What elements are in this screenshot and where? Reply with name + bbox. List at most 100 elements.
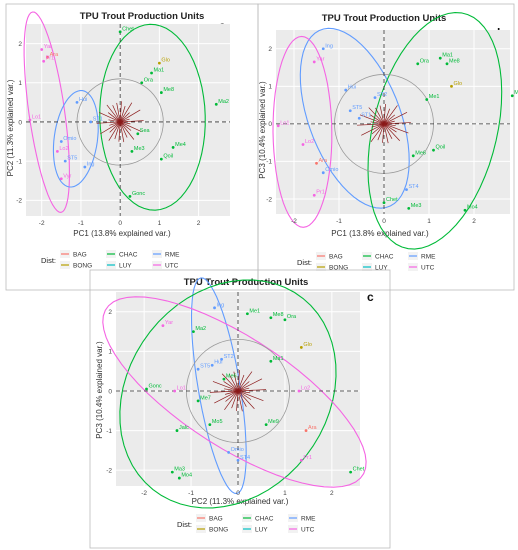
panel-b-legend-title: Dist:	[297, 258, 312, 267]
panel-c-legend-title: Dist:	[177, 520, 192, 529]
panel-c-ytick-label: 1	[108, 349, 112, 356]
panel-b-point-label: Ora	[420, 58, 430, 64]
panel-a-point-label: Lo2	[59, 146, 68, 152]
panel-c-point-label: Ora	[287, 314, 297, 320]
panel-c-point	[269, 359, 273, 363]
panel-c-legend-label-bag: BAG	[209, 516, 223, 523]
panel-c-loading-arrow	[237, 374, 245, 392]
panel-c-ellipse-utc	[102, 296, 367, 488]
panel-c-loading-arrow	[209, 390, 239, 393]
panel-a-point-label: Pr1	[46, 56, 55, 62]
panel-c-loading-arrow	[228, 373, 239, 392]
panel-a-legend-label-rme: RME	[165, 252, 180, 259]
panel-b-point-label: Ma2	[514, 90, 518, 96]
panel-c-point-label: Mo5	[212, 419, 223, 425]
panel-c-point	[173, 389, 177, 393]
panel-b-point	[445, 62, 449, 66]
panel-a-loading-arrow	[109, 121, 121, 126]
panel-c-loading-arrow	[212, 381, 239, 392]
panel-c-legend-label-luy: LUY	[255, 527, 268, 534]
panel-a-legend-label-bong: BONG	[73, 263, 92, 270]
panel-c-legend: Dist: BAG BONG CHAC LUY RME UTC	[177, 514, 316, 534]
panel-c-loading-arrow	[237, 389, 267, 392]
panel-c-point-label: Glo	[303, 342, 312, 348]
panel-a: TPU Trout Production Units a PC1 (13.8% …	[5, 3, 259, 291]
panel-b-title: TPU Trout Production Units	[322, 13, 447, 24]
panel-b-loading-arrow	[371, 123, 385, 128]
panel-b-point-label: ST4	[409, 184, 419, 190]
panel-c-ylabel: PC3 (10.4% explained var.)	[95, 341, 104, 439]
panel-a-loading-arrow	[119, 109, 141, 123]
panel-b-point-label: Pr1	[316, 190, 325, 196]
panel-a-point	[140, 81, 144, 85]
panel-a-ellipse-utc	[23, 11, 70, 213]
panel-c-loading-arrow	[214, 390, 239, 404]
panel-c-point-label: Jalc	[179, 425, 189, 431]
panel-a-loading-arrow	[114, 121, 121, 140]
panel-b-xtick-label: 1	[427, 218, 431, 225]
panel-a-point-label: Ma1	[154, 67, 165, 73]
panel-b-point-label: Me3	[411, 203, 422, 209]
panel-c-xtick-label: -1	[188, 490, 194, 497]
panel-c-point-label: Me9	[268, 419, 279, 425]
panel-c-point-label: ST2	[224, 354, 234, 360]
panel-c-xtick-label: 1	[283, 490, 287, 497]
panel-b-ytick-label: -1	[266, 159, 272, 166]
panel-a-ellipse-rme	[52, 90, 99, 188]
panel-a-point-label: Ma2	[218, 99, 229, 105]
panel-b-point-label: ST1	[361, 113, 371, 119]
panel-b-point-label: Me1	[429, 94, 440, 100]
panel-b-point	[432, 148, 435, 152]
panel-b-point	[301, 143, 305, 146]
panel-b-xlabel: PC1 (13.8% explained var.)	[331, 229, 429, 238]
panel-c-point	[220, 357, 223, 361]
panel-c-loading-arrow	[237, 390, 243, 412]
panel-c-loading-arrow	[237, 381, 250, 392]
panel-c-loading-arrow	[224, 390, 239, 411]
panel-a-legend-label-bag: BAG	[73, 252, 87, 259]
panel-c-point	[145, 387, 148, 391]
panel-a-point	[89, 120, 93, 124]
panel-b-point	[276, 124, 280, 128]
panel-a-loading-arrow	[119, 102, 133, 123]
panel-c-loading-arrow	[237, 390, 264, 402]
panel-c-point-label: Me1	[249, 308, 260, 314]
panel-c-point	[170, 470, 174, 474]
panel-a-point	[214, 102, 218, 106]
panel-a-point-label: Ing	[87, 162, 95, 168]
panel-c-loading-arrow	[237, 390, 252, 400]
panel-c-point	[269, 316, 273, 320]
panel-b-point	[357, 116, 361, 120]
panel-a-loading-arrow	[107, 112, 121, 123]
panel-c-loading-arrow	[221, 373, 239, 392]
panel-a-point-label: Ara	[50, 52, 60, 58]
panel-b-ytick-label: 0	[268, 121, 272, 128]
panel-c-ellipse-chac	[119, 279, 337, 509]
panel-a-loading-arrow	[120, 121, 142, 132]
panel-a-ytick-label: 1	[18, 80, 22, 87]
panel-b-loading-arrow	[383, 104, 386, 124]
panel-a-loading-arrow	[118, 121, 121, 142]
panel-a-point	[28, 118, 32, 122]
panel-b-loading-arrow	[371, 123, 385, 135]
panel-a-loading-arrow	[116, 102, 121, 123]
panel-a-point-label: Omio	[63, 136, 76, 142]
panel-b-point	[312, 60, 316, 64]
panel-a-point	[118, 30, 122, 34]
panel-c-xtick-label: -2	[141, 490, 147, 497]
panel-a-xtick-label: 2	[197, 220, 201, 227]
panel-c-legend-label-bong: BONG	[209, 527, 228, 534]
panel-a-point	[159, 157, 163, 161]
panel-b-point	[407, 206, 411, 210]
panel-c-point	[196, 399, 200, 403]
panel-c-xlabel: PC2 (11.3% explained var.)	[192, 497, 289, 506]
panel-c-point-label: Ma2	[195, 326, 206, 332]
panel-c-point-label: ST5	[200, 364, 210, 370]
panel-a-loading-arrow	[106, 104, 121, 123]
panel-b-point-label: Me6	[415, 150, 426, 156]
panel-c-point-label: Lo1	[177, 385, 186, 391]
panel-c-point-label: Chet	[353, 467, 365, 473]
panel-b-ellipse-rme	[299, 27, 410, 209]
panel-b-point	[348, 109, 352, 113]
panel-a-legend-label-luy: LUY	[119, 263, 132, 270]
